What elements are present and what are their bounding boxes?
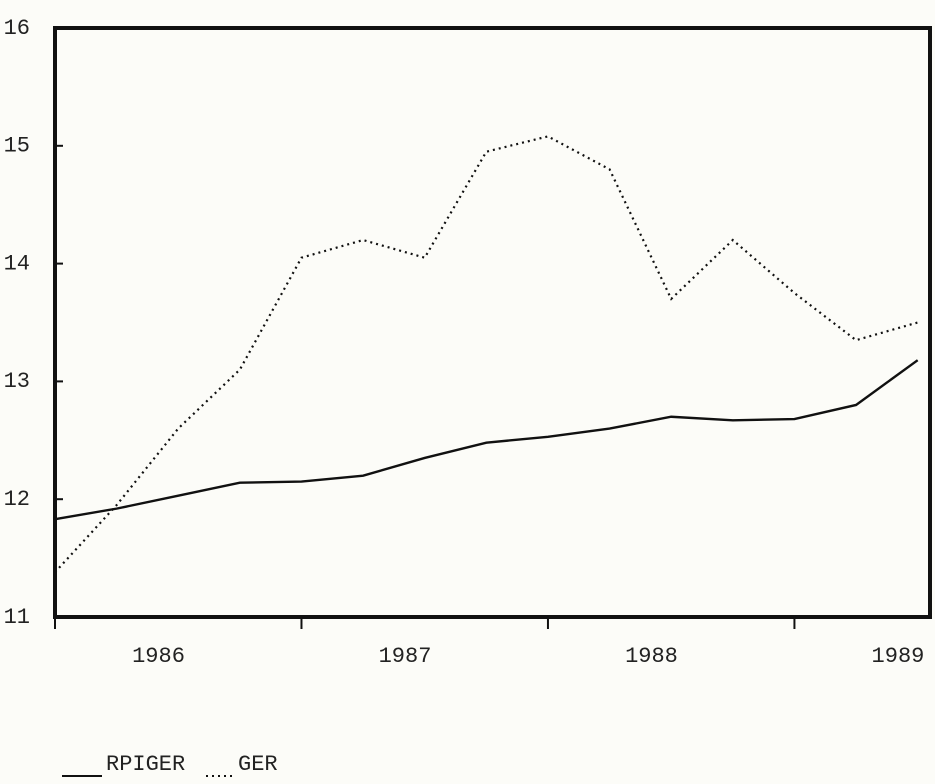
x-tick-label: 1986 [132, 644, 185, 669]
series-line [54, 135, 918, 573]
y-tick-label: 13 [4, 369, 30, 394]
y-tick-label: 15 [4, 134, 30, 159]
x-tick-label: 1989 [872, 644, 925, 669]
series-line [54, 359, 919, 521]
x-tick-label: 1987 [379, 644, 432, 669]
plot-frame [53, 26, 932, 619]
y-tick-label: 16 [4, 16, 30, 41]
y-tick-label: 11 [4, 605, 30, 630]
y-tick-label: 12 [4, 487, 30, 512]
x-tick-label: 1988 [625, 644, 678, 669]
legend-label: RPIGER [106, 752, 185, 777]
legend-label: GER [238, 752, 278, 777]
y-tick-label: 14 [4, 251, 30, 276]
